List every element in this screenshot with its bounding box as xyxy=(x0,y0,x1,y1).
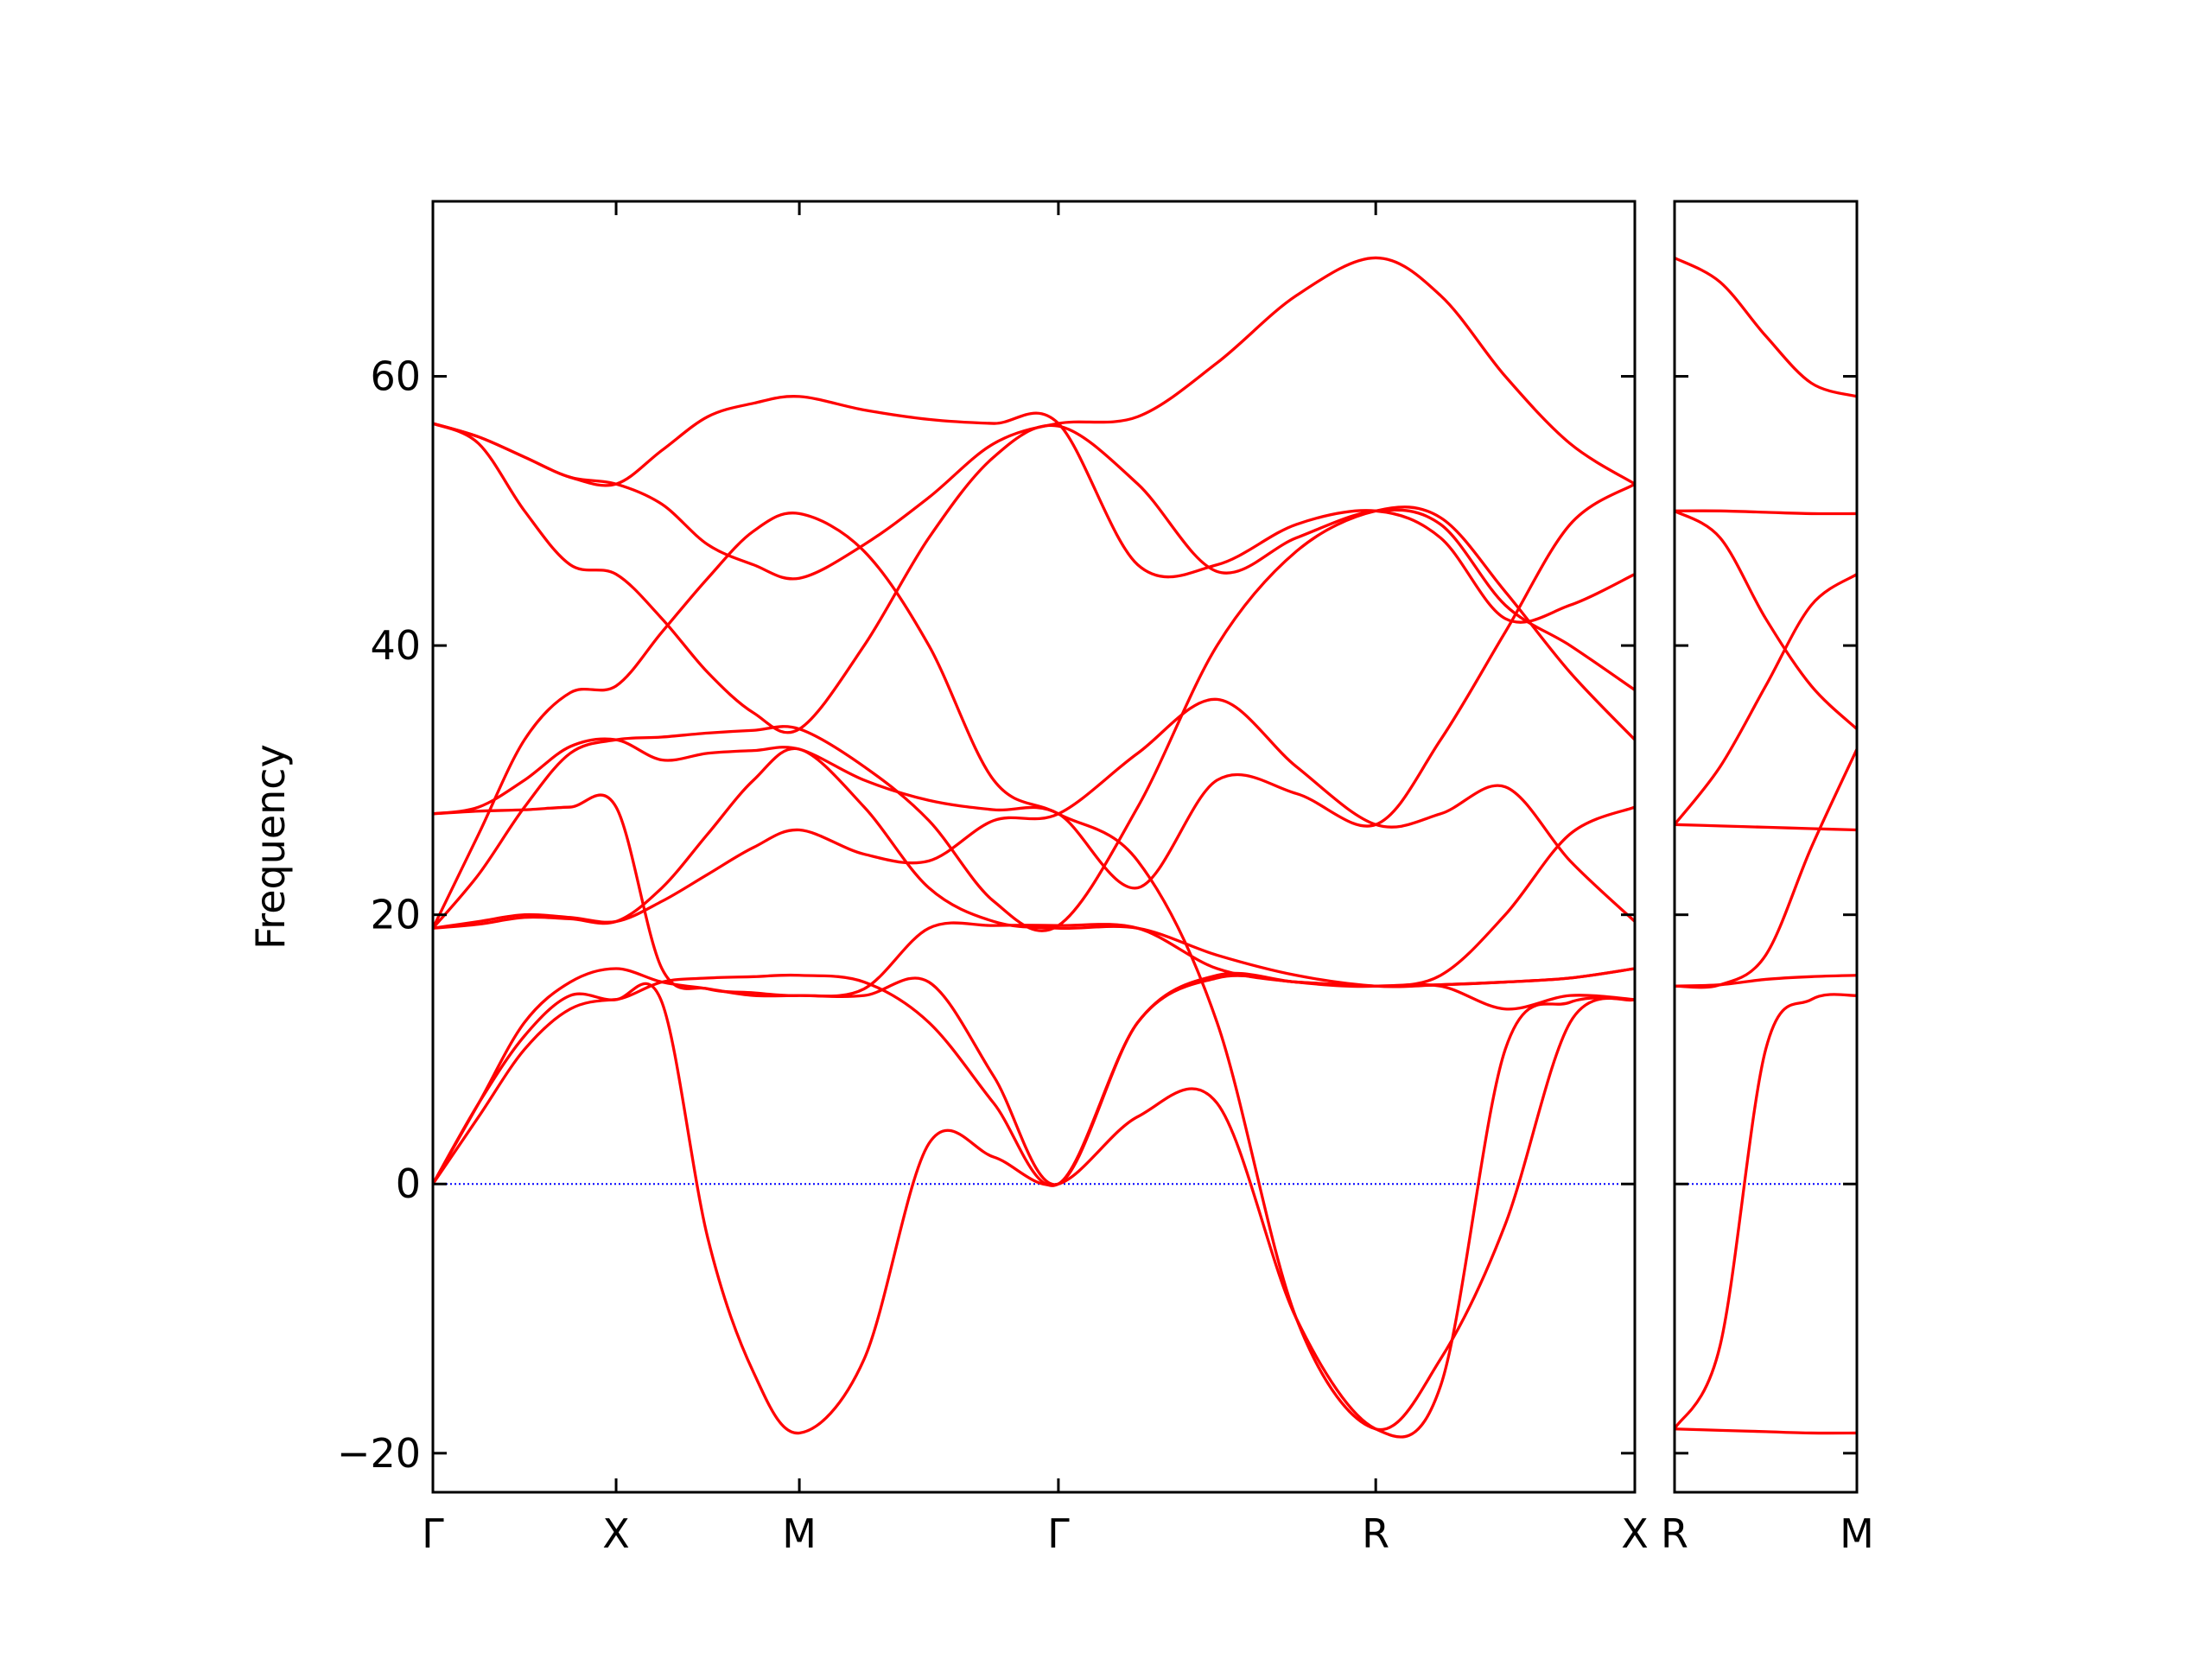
band-line xyxy=(1675,509,1857,730)
x-tick-label: X xyxy=(602,1510,630,1557)
y-tick-label: 40 xyxy=(370,622,421,669)
band-line xyxy=(1675,1427,1857,1435)
axes-frame xyxy=(431,200,1637,1494)
band-line xyxy=(433,395,1635,624)
band-line xyxy=(433,747,1635,988)
y-tick-label: 60 xyxy=(370,353,421,400)
x-tick-label: M xyxy=(1840,1510,1874,1557)
x-tick-label: Γ xyxy=(1047,1510,1070,1557)
band-line xyxy=(433,982,1635,1439)
x-tick-label: M xyxy=(782,1510,817,1557)
band-line xyxy=(433,793,1635,998)
bands xyxy=(1675,256,1857,1435)
y-tick-label: −20 xyxy=(337,1430,421,1477)
band-line xyxy=(1675,748,1857,989)
band-line xyxy=(433,422,1635,734)
x-tick-label: R xyxy=(1362,1510,1389,1557)
band-line xyxy=(433,505,1635,932)
band-line xyxy=(433,697,1635,930)
x-tick-label: R xyxy=(1661,1510,1688,1557)
band-line xyxy=(1675,993,1857,1430)
band-line xyxy=(1675,823,1857,832)
band-line xyxy=(433,512,1635,1432)
band-line xyxy=(1675,509,1857,516)
y-axis-label: Frequency xyxy=(247,744,294,950)
band-line xyxy=(1675,256,1857,398)
x-tick-label: Γ xyxy=(422,1510,444,1557)
axes-frame xyxy=(1673,200,1859,1494)
band-line xyxy=(433,482,1635,890)
x-tick-label: X xyxy=(1621,1510,1649,1557)
band-line xyxy=(433,256,1635,581)
band-line xyxy=(1675,974,1857,988)
y-tick-label: 0 xyxy=(396,1160,421,1207)
bands xyxy=(433,256,1635,1439)
y-tick-label: 20 xyxy=(370,892,421,938)
band-line xyxy=(1675,573,1857,826)
band-line xyxy=(433,967,1635,1187)
